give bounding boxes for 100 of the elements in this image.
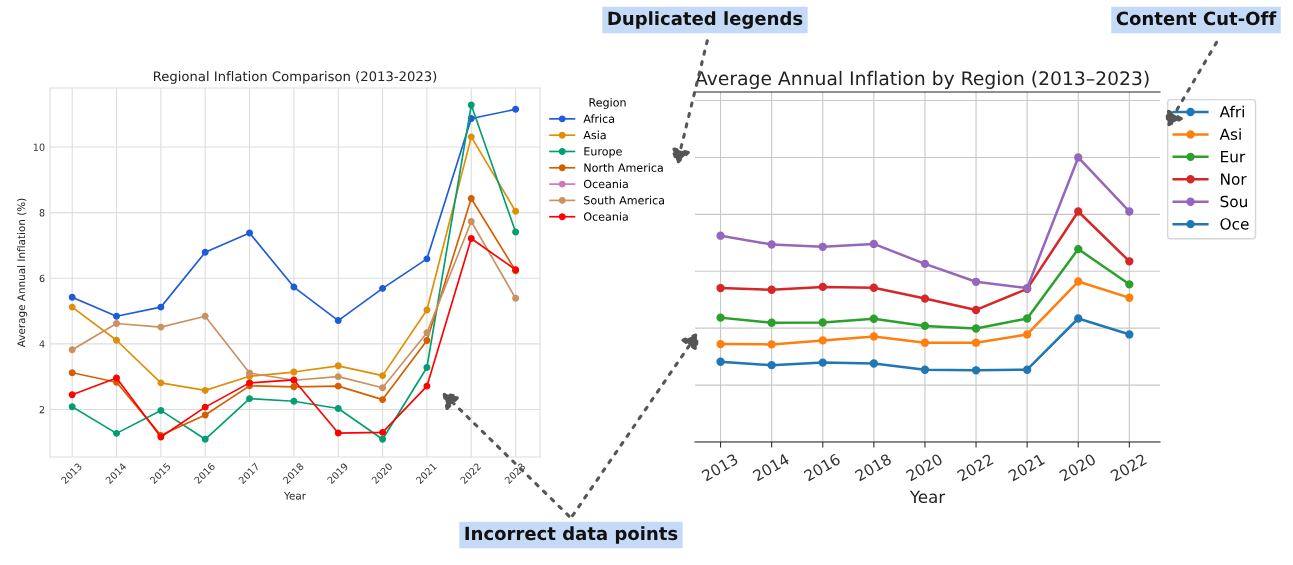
point <box>423 306 431 314</box>
point <box>1074 314 1083 323</box>
point <box>423 337 431 345</box>
legend-label: Asia <box>583 130 606 140</box>
point <box>334 373 342 381</box>
y-axis-title: Average Annual Inflation (%) <box>17 198 28 348</box>
point <box>157 406 165 414</box>
text: Duplicated legends <box>608 11 803 29</box>
point <box>290 383 298 391</box>
point <box>767 285 776 294</box>
point <box>818 282 827 292</box>
point <box>290 368 298 376</box>
point <box>423 255 431 263</box>
point <box>334 382 342 390</box>
point <box>423 329 431 337</box>
point <box>920 294 930 303</box>
point <box>1074 207 1083 216</box>
y-tick-label: 4 <box>39 340 45 348</box>
legend-label: North America <box>584 163 663 172</box>
legend-label: Oceania <box>583 212 628 221</box>
legend-label: Oceania <box>583 179 628 189</box>
point <box>201 312 209 320</box>
point <box>467 195 475 203</box>
legend-label: Asi <box>1219 128 1241 140</box>
y-tick-label: 2 <box>39 405 45 414</box>
point <box>1074 153 1083 162</box>
point <box>971 277 981 286</box>
point <box>68 369 76 377</box>
point <box>467 218 475 225</box>
point <box>379 435 387 443</box>
point <box>971 366 981 375</box>
point <box>379 396 387 404</box>
point <box>818 242 827 251</box>
point <box>1022 365 1032 374</box>
point <box>767 361 776 370</box>
point <box>246 229 254 237</box>
point <box>157 323 165 331</box>
point <box>113 336 120 344</box>
text: Incorrect data points <box>465 526 678 544</box>
point <box>201 248 209 256</box>
text: Content Cut-Off <box>1116 11 1277 26</box>
point <box>716 231 725 240</box>
y-tick-label: 6 <box>39 274 45 283</box>
point <box>1125 207 1134 216</box>
point <box>467 101 475 109</box>
point <box>201 403 209 411</box>
point <box>1125 280 1134 289</box>
point <box>1125 330 1134 339</box>
point <box>201 411 209 419</box>
legend-label: Europe <box>584 147 622 158</box>
point <box>818 336 827 345</box>
y-tick-label: 10 <box>33 143 45 151</box>
point <box>920 321 930 331</box>
point <box>201 386 209 394</box>
point <box>1022 314 1032 323</box>
point <box>971 324 981 333</box>
point <box>290 397 298 405</box>
point <box>869 359 879 368</box>
point <box>113 312 120 320</box>
point <box>716 313 725 322</box>
point <box>1125 293 1134 302</box>
point <box>1125 257 1134 266</box>
point <box>818 358 827 367</box>
point <box>716 339 725 349</box>
legend-label: Africa <box>583 114 615 123</box>
point <box>423 382 431 390</box>
legend-title: Region <box>589 98 626 109</box>
legend-label: Eur <box>1221 151 1246 163</box>
legend-label: Oce <box>1220 218 1249 230</box>
point <box>512 105 520 113</box>
point <box>971 305 981 315</box>
point <box>1022 330 1032 339</box>
point <box>68 403 76 411</box>
point <box>290 283 298 291</box>
point <box>920 259 930 269</box>
chart-title: Average Annual Inflation by Region (2013–2023) <box>695 70 1149 89</box>
point <box>512 294 520 302</box>
point <box>512 228 520 236</box>
point <box>971 338 981 347</box>
point <box>869 239 879 249</box>
point <box>767 318 776 327</box>
legend-label: Sou <box>1220 195 1247 208</box>
point <box>920 365 930 374</box>
point <box>157 303 165 311</box>
point <box>379 384 387 392</box>
point <box>1074 277 1083 286</box>
point <box>334 404 342 412</box>
point <box>467 235 475 243</box>
y-tick-label: 8 <box>39 209 45 217</box>
point <box>512 207 520 215</box>
point <box>246 395 254 403</box>
point <box>334 362 342 370</box>
point <box>767 340 776 349</box>
point <box>379 284 387 292</box>
point <box>379 372 387 380</box>
point <box>334 429 342 437</box>
point <box>767 240 776 249</box>
legend-label: South America <box>584 195 664 205</box>
point <box>869 332 879 341</box>
point <box>113 320 120 327</box>
